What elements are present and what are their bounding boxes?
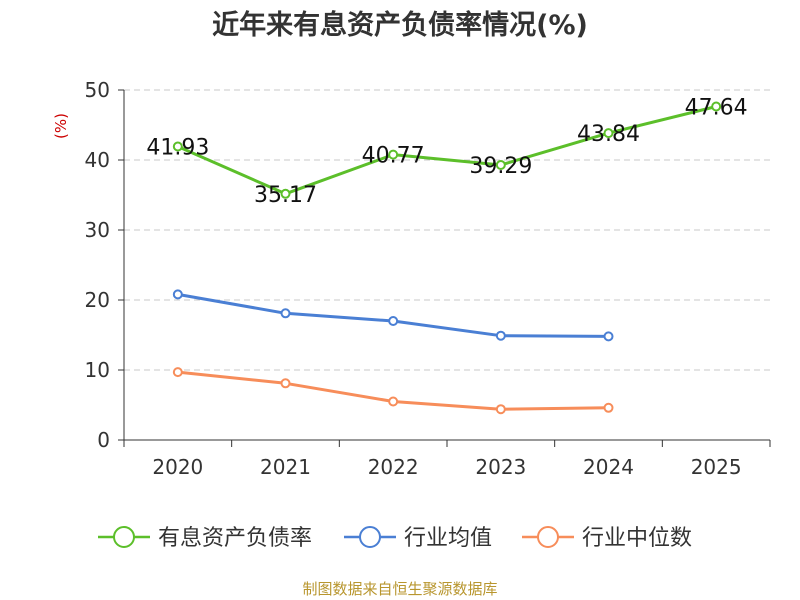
x-tick-label: 2023 <box>475 455 526 479</box>
data-point <box>172 367 183 378</box>
y-tick-label: 30 <box>85 218 110 242</box>
data-point <box>172 141 183 152</box>
data-label: 40.77 <box>362 144 425 169</box>
y-tick-label: 10 <box>85 358 110 382</box>
x-tick-label: 2024 <box>583 455 634 479</box>
data-label: 47.64 <box>685 96 748 121</box>
x-tick-label: 2025 <box>691 455 742 479</box>
data-point <box>388 396 399 407</box>
series-line-1 <box>177 292 609 338</box>
data-point <box>495 404 506 415</box>
y-axis-label: (%) <box>52 113 70 139</box>
legend-label: 行业中位数 <box>582 526 692 551</box>
data-point <box>495 330 506 341</box>
data-point <box>280 378 291 389</box>
data-point <box>711 101 722 112</box>
legend-marker <box>113 526 135 548</box>
data-point <box>172 289 183 300</box>
data-labels: 41.93 35.17 40.77 39.29 43.84 47.64 <box>146 96 747 208</box>
data-point <box>388 316 399 326</box>
x-tick-label: 2020 <box>152 455 203 479</box>
series-line-0 <box>177 105 717 196</box>
data-point <box>388 149 399 160</box>
legend-marker <box>537 526 559 548</box>
legend-label: 行业均值 <box>404 526 492 551</box>
series-group <box>172 101 722 415</box>
y-tick-label: 40 <box>85 148 110 172</box>
legend: 有息资产负债率 行业均值 行业中位数 <box>98 526 692 551</box>
x-tick-label: 2022 <box>368 455 419 479</box>
x-tick-label: 2021 <box>260 455 311 479</box>
data-point <box>603 402 614 413</box>
legend-marker <box>359 526 381 548</box>
chart-title: 近年来有息资产负债率情况(%) <box>212 9 588 41</box>
y-tick-label: 50 <box>85 78 110 102</box>
data-point <box>603 331 614 342</box>
data-point <box>280 188 291 199</box>
data-point <box>280 308 291 319</box>
data-label: 43.84 <box>577 122 640 147</box>
data-label: 39.29 <box>469 154 532 179</box>
data-point <box>495 159 506 170</box>
data-label: 35.17 <box>254 183 317 208</box>
data-point <box>603 128 614 139</box>
axes: 0 10 20 30 40 50 2020 2021 2022 2023 2024 2025 <box>85 78 771 479</box>
y-tick-label: 20 <box>85 288 110 312</box>
data-label: 41.93 <box>146 135 209 160</box>
source-note: 制图数据来自恒生聚源数据库 <box>302 580 497 598</box>
y-tick-label: 0 <box>97 428 110 452</box>
legend-label: 有息资产负债率 <box>158 526 312 551</box>
